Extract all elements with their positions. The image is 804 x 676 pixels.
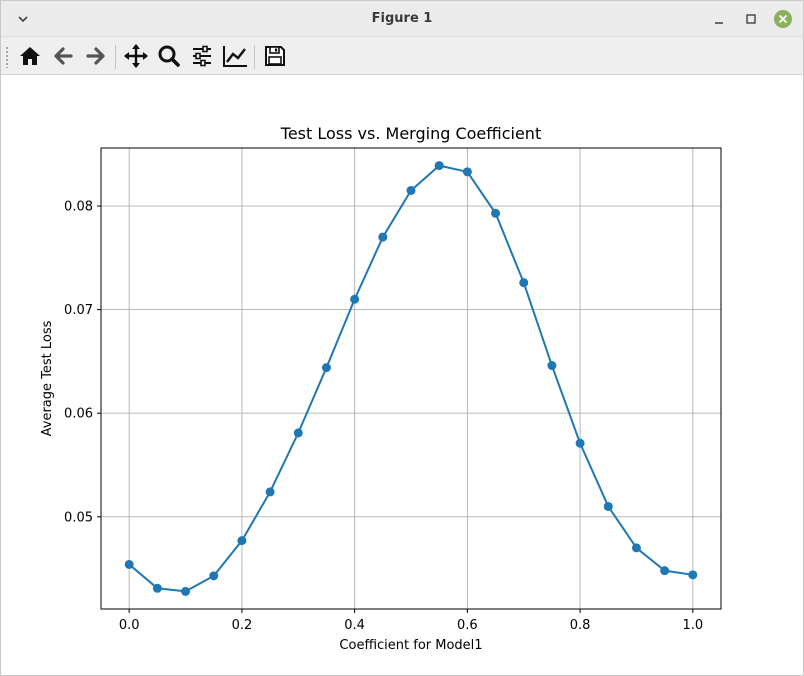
pan-button[interactable] <box>121 41 151 71</box>
maximize-button[interactable] <box>741 9 761 29</box>
data-point <box>124 559 134 569</box>
window-title: Figure 1 <box>371 11 433 26</box>
x-tick-label: 0.0 <box>119 618 140 633</box>
pan-icon <box>124 44 148 68</box>
x-tick-label: 0.6 <box>457 618 478 633</box>
maximize-icon <box>746 14 756 24</box>
toolbar-grip[interactable] <box>5 46 9 68</box>
grid-lines <box>101 148 721 609</box>
data-point <box>434 161 444 171</box>
data-point <box>321 363 331 373</box>
y-axis-label: Average Test Loss <box>40 320 55 436</box>
home-icon <box>20 47 40 65</box>
data-point <box>660 566 670 576</box>
close-button[interactable] <box>773 9 793 29</box>
data-point <box>575 438 585 448</box>
data-point <box>462 167 472 177</box>
back-arrow-icon <box>54 47 73 65</box>
data-point <box>152 583 162 593</box>
save-icon <box>265 46 285 66</box>
data-point <box>519 278 529 288</box>
back-button[interactable] <box>48 41 78 71</box>
y-tick-label: 0.06 <box>64 407 93 422</box>
axes-frame <box>100 147 722 610</box>
forward-arrow-icon <box>86 47 105 65</box>
data-point <box>350 294 360 304</box>
x-tick-label: 0.8 <box>570 618 591 633</box>
data-point <box>209 571 219 581</box>
zoom-button[interactable] <box>154 41 184 71</box>
title-bar: Figure 1 <box>1 1 803 37</box>
minimize-button[interactable] <box>709 9 729 29</box>
data-point <box>237 536 247 546</box>
data-point <box>406 185 416 195</box>
line-chart: 0.0 0.2 0.4 0.6 0.8 1.0 0.05 0.06 0.07 0.08 Test … <box>1 75 803 675</box>
save-button[interactable] <box>260 41 290 71</box>
subplots-icon <box>193 45 211 67</box>
tick-layer: 0.0 0.2 0.4 0.6 0.8 1.0 0.05 0.06 0.07 0.08 <box>64 200 703 633</box>
data-point <box>265 487 275 497</box>
forward-button[interactable] <box>81 41 111 71</box>
x-tick-label: 0.4 <box>344 618 365 633</box>
data-point <box>603 501 613 511</box>
data-point <box>631 543 641 553</box>
close-icon <box>774 10 792 28</box>
series-layer <box>124 161 698 596</box>
y-tick-label: 0.08 <box>64 200 93 215</box>
minimize-icon <box>715 22 723 24</box>
y-tick-label: 0.07 <box>64 303 93 318</box>
home-button[interactable] <box>15 41 45 71</box>
chart-title: Test Loss vs. Merging Coefficient <box>280 124 541 143</box>
data-point <box>491 208 501 218</box>
x-tick-label: 0.2 <box>232 618 253 633</box>
x-tick-label: 1.0 <box>682 618 703 633</box>
data-point <box>688 570 698 580</box>
data-point <box>293 428 303 438</box>
chevron-down-icon <box>18 16 28 23</box>
toolbar-separator <box>254 45 255 69</box>
data-point <box>378 232 388 242</box>
figure-background <box>1 75 803 675</box>
subplots-button[interactable] <box>187 41 217 71</box>
data-point <box>547 361 557 371</box>
y-tick-label: 0.05 <box>64 510 93 525</box>
zoom-icon <box>158 45 180 67</box>
navigation-toolbar <box>1 37 803 75</box>
window-menu-button[interactable] <box>13 9 33 29</box>
customize-icon <box>223 46 247 67</box>
figure-canvas[interactable]: 0.0 0.2 0.4 0.6 0.8 1.0 0.05 0.06 0.07 0.08 Test … <box>1 75 803 675</box>
customize-button[interactable] <box>220 41 250 71</box>
toolbar-separator <box>115 45 116 69</box>
x-axis-label: Coefficient for Model1 <box>339 638 482 653</box>
data-point <box>181 586 191 596</box>
